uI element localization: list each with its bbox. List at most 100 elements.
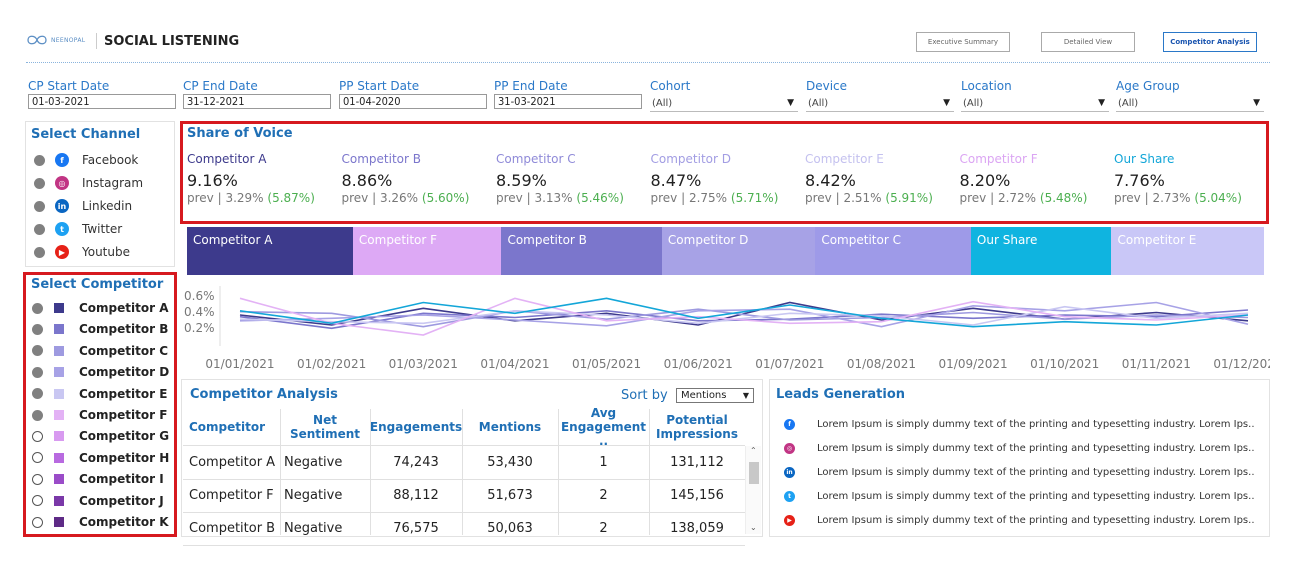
device-select[interactable]: (All) ▼ — [806, 95, 954, 112]
radio-button[interactable] — [32, 345, 43, 357]
column-header[interactable]: Potential Impressions — [656, 413, 738, 441]
competitor-option[interactable]: Competitor A — [32, 299, 169, 317]
radio-button[interactable] — [34, 223, 45, 235]
radio-button[interactable] — [34, 177, 45, 189]
radio-button[interactable] — [32, 495, 43, 507]
competitor-option[interactable]: Competitor E — [32, 385, 167, 403]
series-line-competitor-d[interactable] — [239, 301, 1249, 328]
share-block[interactable]: Our Share — [970, 227, 1112, 275]
sort-by-select[interactable]: Mentions ▼ — [676, 388, 754, 403]
sov-name: Our Share — [1114, 152, 1175, 166]
radio-button[interactable] — [34, 200, 45, 212]
lead-item[interactable]: t Lorem Ipsum is simply dummy text of the… — [784, 488, 1255, 504]
column-header[interactable]: Mentions — [478, 420, 542, 434]
competitor-option[interactable]: Competitor D — [32, 363, 169, 381]
radio-button[interactable] — [32, 302, 43, 314]
radio-button[interactable] — [32, 473, 43, 485]
column-divider — [280, 409, 281, 535]
filter-label: CP Start Date — [28, 79, 110, 93]
series-line-our-share[interactable] — [239, 297, 1249, 328]
filter-cp-end-date: CP End Date 31-12-2021 — [183, 78, 331, 109]
row-divider — [183, 512, 745, 513]
channel-option-facebook[interactable]: f Facebook — [34, 151, 138, 169]
lead-item[interactable]: ▶ Lorem Ipsum is simply dummy text of the… — [784, 512, 1255, 528]
share-block[interactable]: Competitor D — [661, 227, 816, 275]
sov-card: Competitor D 8.47% prev | 2.75% (5.71%) — [651, 152, 801, 206]
radio-button[interactable] — [32, 516, 43, 528]
lead-item[interactable]: f Lorem Ipsum is simply dummy text of the… — [784, 416, 1255, 432]
sov-change: (5.04%) — [1194, 191, 1242, 205]
scroll-thumb[interactable] — [749, 462, 759, 484]
chevron-up-icon[interactable]: ⌃ — [750, 446, 757, 455]
chevron-down-icon[interactable]: ⌄ — [750, 523, 757, 532]
age-group-select[interactable]: (All) ▼ — [1116, 95, 1264, 112]
competitor-option[interactable]: Competitor J — [32, 492, 164, 510]
color-swatch — [54, 367, 64, 378]
series-line-competitor-e[interactable] — [239, 305, 1249, 326]
location-select[interactable]: (All) ▼ — [961, 95, 1109, 112]
sov-card: Competitor A 9.16% prev | 3.29% (5.87%) — [187, 152, 337, 206]
column-divider — [558, 409, 559, 535]
column-header[interactable]: Competitor — [189, 420, 266, 434]
competitor-option[interactable]: Competitor K — [32, 513, 169, 531]
share-block[interactable]: Competitor C — [815, 227, 971, 275]
series-line-competitor-f[interactable] — [239, 297, 1249, 336]
competitor-label: Competitor G — [79, 429, 170, 444]
cp-end-date-input[interactable]: 31-12-2021 — [183, 94, 331, 109]
table-cell: Competitor A — [189, 455, 276, 470]
lead-item[interactable]: ◎ Lorem Ipsum is simply dummy text of the… — [784, 440, 1255, 456]
share-block[interactable]: Competitor A — [187, 227, 353, 275]
channel-option-twitter[interactable]: t Twitter — [34, 220, 122, 238]
competitor-option[interactable]: Competitor F — [32, 406, 167, 424]
table-cell: 138,059 — [670, 521, 724, 536]
nav-competitor-analysis-button[interactable]: Competitor Analysis — [1163, 32, 1257, 52]
sov-change: (5.48%) — [1039, 191, 1088, 205]
chevron-down-icon: ▼ — [1253, 98, 1260, 108]
share-trend-line-chart: 0.6% 0.4% 0.2% 01/01/2021 01/02/2021 01/03/20… — [184, 286, 1270, 371]
competitor-option[interactable]: Competitor B — [32, 320, 168, 338]
nav-executive-summary-button[interactable]: Executive Summary — [916, 32, 1010, 52]
sov-value: 8.20% — [959, 171, 1011, 190]
nav-detailed-view-button[interactable]: Detailed View — [1041, 32, 1135, 52]
y-tick-label: 0.4% — [184, 305, 215, 319]
pp-end-date-input[interactable]: 31-03-2021 — [494, 94, 642, 109]
cohort-select[interactable]: (All) ▼ — [650, 95, 798, 112]
column-header[interactable]: Net Sentiment — [289, 413, 361, 441]
lead-item[interactable]: in Lorem Ipsum is simply dummy text of th… — [784, 464, 1255, 480]
pp-start-date-input[interactable]: 01-04-2020 — [339, 94, 487, 109]
channel-option-instagram[interactable]: ◎ Instagram — [34, 174, 143, 192]
radio-button[interactable] — [32, 430, 43, 442]
share-block[interactable]: Competitor E — [1111, 227, 1264, 275]
table-scrollbar[interactable]: ⌃ ⌄ — [745, 446, 761, 534]
column-header[interactable]: Avg Engagement .. — [560, 406, 647, 448]
filter-label: Cohort — [650, 79, 691, 93]
competitor-option[interactable]: Competitor C — [32, 342, 168, 360]
header-divider — [96, 33, 97, 49]
table-cell: Negative — [284, 521, 343, 536]
share-block[interactable]: Competitor F — [352, 227, 502, 275]
radio-button[interactable] — [34, 246, 45, 258]
share-block[interactable]: Competitor B — [501, 227, 662, 275]
channel-option-youtube[interactable]: ▶ Youtube — [34, 243, 130, 261]
competitor-option[interactable]: Competitor G — [32, 427, 169, 445]
column-header[interactable]: Engagements — [369, 420, 463, 434]
competitor-option[interactable]: Competitor I — [32, 470, 164, 488]
sov-value: 9.16% — [187, 171, 238, 190]
channel-option-linkedin[interactable]: in Linkedin — [34, 197, 132, 215]
series-line-competitor-c[interactable] — [239, 308, 1249, 328]
lead-text: Lorem Ipsum is simply dummy text of the … — [817, 418, 1255, 430]
series-line-competitor-b[interactable] — [239, 309, 1249, 330]
table-cell: 76,575 — [393, 521, 439, 536]
lead-text: Lorem Ipsum is simply dummy text of the … — [817, 490, 1255, 502]
radio-button[interactable] — [32, 409, 43, 421]
sov-card: Our Share 7.76% prev | 2.73% (5.04%) — [1114, 152, 1264, 206]
radio-button[interactable] — [32, 452, 43, 464]
radio-button[interactable] — [32, 388, 43, 400]
filter-bar: CP Start Date 01-03-2021 CP End Date 31-… — [28, 78, 1268, 114]
radio-button[interactable] — [34, 154, 45, 166]
cp-start-date-input[interactable]: 01-03-2021 — [28, 94, 176, 109]
radio-button[interactable] — [32, 323, 43, 335]
radio-button[interactable] — [32, 366, 43, 378]
sov-name: Competitor D — [650, 152, 731, 166]
competitor-option[interactable]: Competitor H — [32, 449, 169, 467]
